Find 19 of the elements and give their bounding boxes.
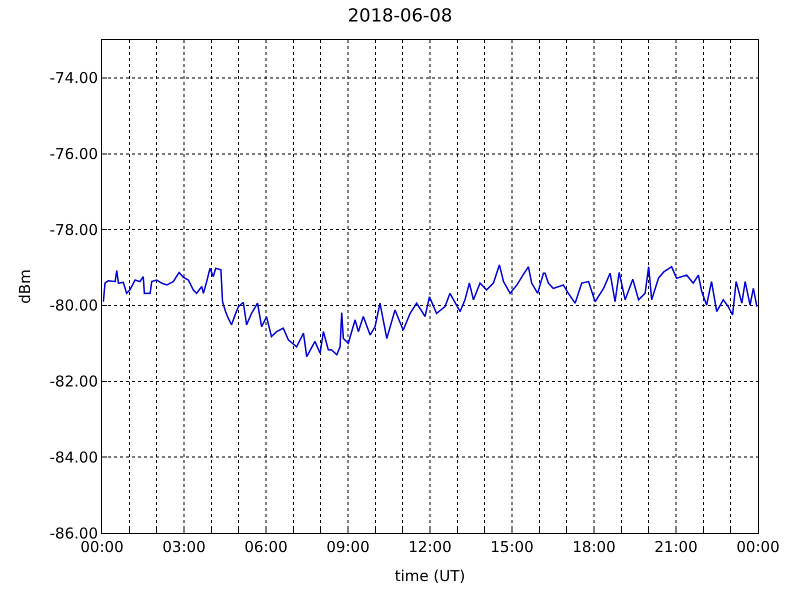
x-tick-label: 21:00 xyxy=(654,538,698,556)
y-tick-label: -80.00 xyxy=(50,296,98,315)
y-axis-title: dBm xyxy=(16,269,34,304)
x-tick-label: 00:00 xyxy=(736,538,780,556)
x-tick-label: 00:00 xyxy=(80,538,124,556)
x-tick-label: 12:00 xyxy=(408,538,452,556)
y-tick-label: -74.00 xyxy=(50,69,98,88)
x-tick-label: 06:00 xyxy=(244,538,288,556)
x-tick-label: 09:00 xyxy=(326,538,370,556)
x-tick-label: 18:00 xyxy=(572,538,616,556)
x-tick-label: 03:00 xyxy=(162,538,206,556)
y-tick-label: -78.00 xyxy=(50,220,98,239)
y-tick-label: -82.00 xyxy=(50,372,98,391)
line-series xyxy=(102,264,758,358)
x-tick-label: 15:00 xyxy=(490,538,534,556)
chart-title: 2018-06-08 xyxy=(348,5,452,26)
x-axis-title: time (UT) xyxy=(394,567,466,585)
y-tick-label: -84.00 xyxy=(50,448,98,466)
y-tick-label: -76.00 xyxy=(50,145,98,164)
